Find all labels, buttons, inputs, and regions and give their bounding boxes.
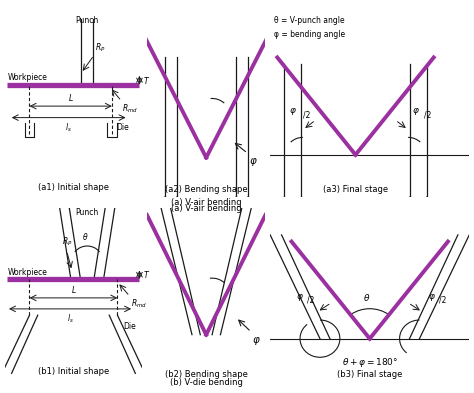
Text: /2: /2 xyxy=(424,110,431,119)
Text: $L$: $L$ xyxy=(71,284,76,295)
Text: $R_{md}$: $R_{md}$ xyxy=(130,298,146,310)
Text: $\varphi$: $\varphi$ xyxy=(296,292,304,303)
Text: Die: Die xyxy=(116,123,129,132)
Text: /2: /2 xyxy=(439,296,447,305)
Text: Punch: Punch xyxy=(75,16,99,25)
Text: $R_P$: $R_P$ xyxy=(95,41,105,53)
Text: $\theta$: $\theta$ xyxy=(363,292,371,303)
Text: θ = V-punch angle: θ = V-punch angle xyxy=(274,16,345,25)
Text: $\varphi$: $\varphi$ xyxy=(249,156,257,168)
Text: $\varphi$: $\varphi$ xyxy=(428,292,436,303)
Text: /2: /2 xyxy=(303,110,310,119)
Text: (b2) Bending shape: (b2) Bending shape xyxy=(165,369,247,378)
Text: (a) V-air bending: (a) V-air bending xyxy=(171,198,241,208)
Text: $T$: $T$ xyxy=(143,75,150,86)
Text: $l_s$: $l_s$ xyxy=(65,122,72,134)
Text: (a2) Bending shape: (a2) Bending shape xyxy=(165,185,247,194)
Text: $\theta$: $\theta$ xyxy=(82,231,89,242)
Text: $T$: $T$ xyxy=(143,269,150,280)
Text: $L$: $L$ xyxy=(68,92,73,103)
Text: (b1) Initial shape: (b1) Initial shape xyxy=(38,367,109,376)
Text: $\theta+\varphi = 180°$: $\theta+\varphi = 180°$ xyxy=(342,356,398,369)
Text: (a) V-air bending: (a) V-air bending xyxy=(171,204,241,213)
Text: $\varphi$: $\varphi$ xyxy=(412,106,420,117)
Text: (a1) Initial shape: (a1) Initial shape xyxy=(38,183,109,191)
Text: (a3) Final stage: (a3) Final stage xyxy=(323,185,388,194)
Text: Die: Die xyxy=(123,322,136,331)
Text: $R_P$: $R_P$ xyxy=(63,235,73,248)
Text: Workpiece: Workpiece xyxy=(8,73,47,82)
Text: /2: /2 xyxy=(307,296,315,305)
Text: φ = bending angle: φ = bending angle xyxy=(274,29,346,39)
Text: (b) V-die bending: (b) V-die bending xyxy=(170,378,243,387)
Text: Punch: Punch xyxy=(75,208,99,217)
Text: $R_{md}$: $R_{md}$ xyxy=(122,103,138,115)
Text: $\varphi$: $\varphi$ xyxy=(252,335,261,347)
Text: $l_s$: $l_s$ xyxy=(67,313,73,325)
Text: Workpiece: Workpiece xyxy=(8,268,47,277)
Text: (b3) Final stage: (b3) Final stage xyxy=(337,369,402,378)
Text: $\varphi$: $\varphi$ xyxy=(289,106,297,117)
